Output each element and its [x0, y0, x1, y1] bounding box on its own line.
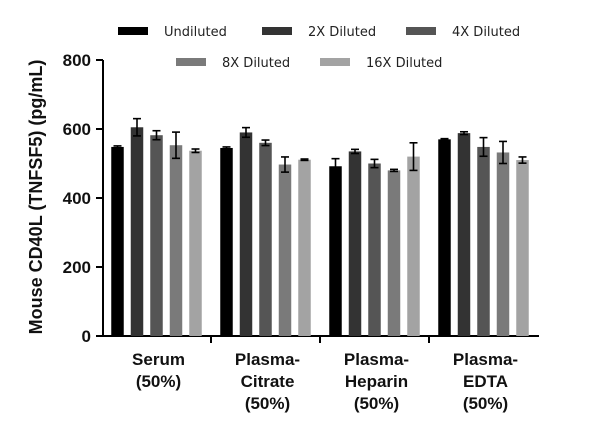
bar — [387, 170, 401, 336]
legend-swatch — [262, 27, 292, 35]
x-category-label: Plasma- — [344, 350, 409, 369]
y-axis-label: Mouse CD40L (TNFSF5) (pg/mL) — [26, 60, 46, 335]
legend-label: 16X Diluted — [366, 56, 442, 71]
y-axis-ticks: 0 200 400 600 800 — [63, 51, 103, 346]
legend-label: 2X Diluted — [308, 25, 376, 40]
x-category-label: (50%) — [354, 394, 399, 413]
bar — [111, 146, 124, 336]
bar — [516, 160, 529, 336]
x-category-label: EDTA — [463, 372, 508, 391]
bar — [368, 163, 381, 336]
legend-swatch — [406, 27, 436, 35]
bar — [278, 164, 292, 336]
legend-swatch — [320, 58, 350, 66]
x-category-label: Serum — [132, 350, 185, 369]
y-tick-label: 800 — [63, 51, 91, 70]
x-axis-category-labels: Serum (50%) Plasma- Citrate (50%) Plasma- Hepa… — [132, 350, 518, 413]
bar — [496, 152, 510, 336]
bar — [189, 150, 202, 336]
legend-label: Undiluted — [164, 25, 227, 40]
y-tick-label: 200 — [63, 258, 91, 277]
x-category-label: Plasma- — [235, 350, 300, 369]
bar — [169, 145, 183, 336]
legend-label: 4X Diluted — [452, 25, 520, 40]
bar — [477, 146, 490, 336]
bar — [239, 132, 253, 336]
bar — [150, 135, 163, 336]
legend-swatch — [118, 27, 148, 35]
y-tick-label: 0 — [82, 327, 91, 346]
x-category-label: Citrate — [241, 372, 295, 391]
bar — [348, 151, 362, 336]
legend-label: 8X Diluted — [222, 56, 290, 71]
legend-swatch — [176, 58, 206, 66]
y-tick-label: 600 — [63, 120, 91, 139]
bar — [438, 139, 451, 336]
bar — [259, 142, 272, 336]
bar — [220, 147, 233, 336]
y-tick-label: 400 — [63, 189, 91, 208]
x-category-label: (50%) — [136, 372, 181, 391]
bar — [457, 133, 471, 336]
x-category-label: Heparin — [345, 372, 408, 391]
x-category-label: (50%) — [463, 394, 508, 413]
bar — [329, 166, 342, 336]
x-category-label: Plasma- — [453, 350, 518, 369]
bar — [407, 156, 420, 336]
x-category-label: (50%) — [245, 394, 290, 413]
bar — [130, 127, 144, 337]
bar — [298, 159, 311, 336]
bars — [111, 117, 529, 343]
legend: Undiluted 2X Diluted 4X Diluted 8X Diluted 1… — [118, 25, 520, 71]
